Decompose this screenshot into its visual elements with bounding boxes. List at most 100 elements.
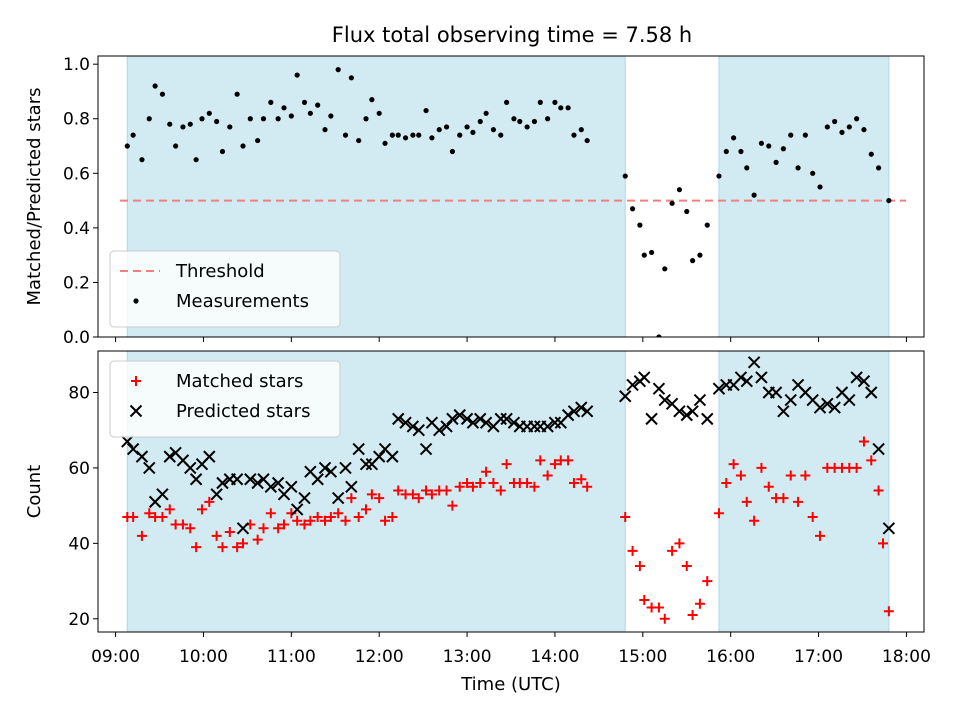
legend-measurements-label: Measurements: [176, 291, 309, 312]
predicted-star-point-18: [236, 522, 250, 535]
predicted-star-point-47: [433, 424, 446, 437]
measurement-point-75: [656, 334, 662, 337]
predicted-star-point-86: [734, 371, 748, 384]
measurement-point-79: [684, 208, 690, 215]
legend-matched-stars-swatch: [131, 376, 141, 386]
measurement-point-22: [268, 99, 274, 105]
predicted-star-point-51: [460, 412, 474, 426]
matched-star-point-93: [785, 470, 796, 481]
measurement-point-46: [429, 135, 435, 141]
matched-star-point-23: [273, 523, 284, 534]
measurement-point-9: [180, 124, 186, 130]
x-tick-label-2: 10:00: [179, 647, 228, 667]
matched-star-point-92: [778, 493, 789, 504]
measurement-point-62: [537, 99, 543, 105]
matched-star-point-63: [542, 470, 553, 481]
predicted-star-point-63: [541, 420, 554, 433]
predicted-star-point-34: [345, 480, 358, 493]
bottom-axes-frame: [97, 350, 925, 633]
measurement-point-61: [531, 118, 538, 125]
plot-area: [121, 356, 896, 624]
predicted-star-point-79: [680, 408, 693, 422]
matched-star-point-37: [366, 489, 377, 500]
predicted-star-point-52: [466, 416, 480, 429]
legend-predicted-stars-swatch: [129, 404, 143, 418]
predicted-star-point-104: [865, 386, 878, 399]
predicted-star-point-35: [352, 442, 365, 456]
predicted-star-point-102: [850, 371, 863, 384]
predicted-star-point-7: [163, 450, 176, 463]
measurement-point-89: [758, 140, 765, 146]
measurement-point-96: [810, 170, 816, 176]
measurement-point-94: [795, 165, 801, 171]
matched-star-point-64: [549, 459, 560, 470]
x-tick-label-7: 15:00: [618, 647, 667, 667]
matched-star-point-76: [659, 613, 670, 624]
matched-star-point-62: [535, 455, 546, 466]
matched-star-point-71: [627, 545, 638, 556]
measurement-point-63: [545, 116, 551, 122]
predicted-star-point-31: [324, 465, 338, 478]
measurement-point-23: [275, 116, 281, 122]
matched-star-point-32: [333, 508, 344, 519]
x-tick-label-8: 16:00: [706, 647, 755, 667]
measurement-point-80: [690, 258, 696, 264]
matched-star-point-107: [883, 606, 894, 617]
predicted-star-point-89: [755, 371, 768, 384]
measurement-point-49: [449, 148, 456, 155]
matched-star-point-56: [495, 485, 506, 496]
matched-star-point-61: [529, 481, 540, 492]
predicted-star-point-68: [575, 401, 588, 414]
predicted-star-point-78: [673, 405, 686, 418]
matched-star-point-39: [380, 515, 391, 526]
measurement-point-38: [376, 110, 382, 116]
measurement-point-14: [214, 118, 220, 125]
matched-star-point-82: [702, 576, 713, 587]
predicted-star-point-14: [210, 488, 223, 501]
measurement-point-28: [307, 110, 313, 116]
predicted-star-point-45: [419, 442, 433, 456]
legend-threshold-label: Threshold: [175, 261, 265, 282]
predicted-star-point-82: [701, 412, 714, 426]
predicted-star-point-4: [143, 461, 156, 475]
matched-star-point-26: [292, 515, 303, 526]
predicted-star-point-64: [548, 416, 562, 429]
matched-star-point-77: [667, 545, 678, 556]
matched-star-point-104: [866, 455, 877, 466]
predicted-star-point-92: [777, 405, 790, 418]
measurement-point-8: [173, 143, 179, 149]
measurement-point-90: [766, 143, 772, 149]
matched-star-point-3: [136, 530, 147, 541]
matched-star-point-33: [340, 515, 351, 526]
top-y-tick-label-2: 0.2: [63, 273, 90, 293]
matched-star-point-94: [793, 496, 804, 507]
legend-predicted-stars-label: Predicted stars: [176, 401, 310, 422]
measurement-point-87: [744, 165, 750, 171]
predicted-star-point-87: [740, 374, 753, 388]
matched-star-point-45: [421, 485, 432, 496]
predicted-star-point-54: [479, 416, 493, 429]
matched-star-point-21: [258, 523, 269, 534]
measurement-point-93: [788, 132, 794, 138]
measurement-point-24: [281, 105, 287, 111]
bottom-y-tick-label-3: 60: [68, 459, 90, 479]
predicted-star-point-43: [406, 420, 420, 433]
predicted-star-point-10: [184, 461, 197, 475]
measurement-point-100: [839, 129, 845, 135]
measurement-point-59: [517, 118, 523, 125]
matched-star-point-7: [164, 504, 175, 515]
measurement-point-16: [227, 124, 233, 130]
predicted-star-point-93: [784, 393, 797, 407]
matched-star-point-22: [265, 508, 276, 519]
matched-star-point-38: [374, 493, 385, 504]
bottom-panel: 20 40 60 80 09:00 10:00 11:00 12:00 13:00 14:00 15…: [24, 350, 931, 695]
matched-star-point-9: [177, 519, 188, 530]
matched-star-point-81: [694, 598, 705, 609]
matched-star-point-49: [447, 500, 458, 511]
predicted-star-point-41: [392, 412, 405, 426]
measurement-point-70: [622, 173, 628, 179]
predicted-star-point-33: [339, 461, 352, 475]
measurement-point-83: [716, 173, 722, 179]
predicted-star-point-56: [494, 412, 507, 426]
measurement-point-25: [288, 113, 294, 119]
